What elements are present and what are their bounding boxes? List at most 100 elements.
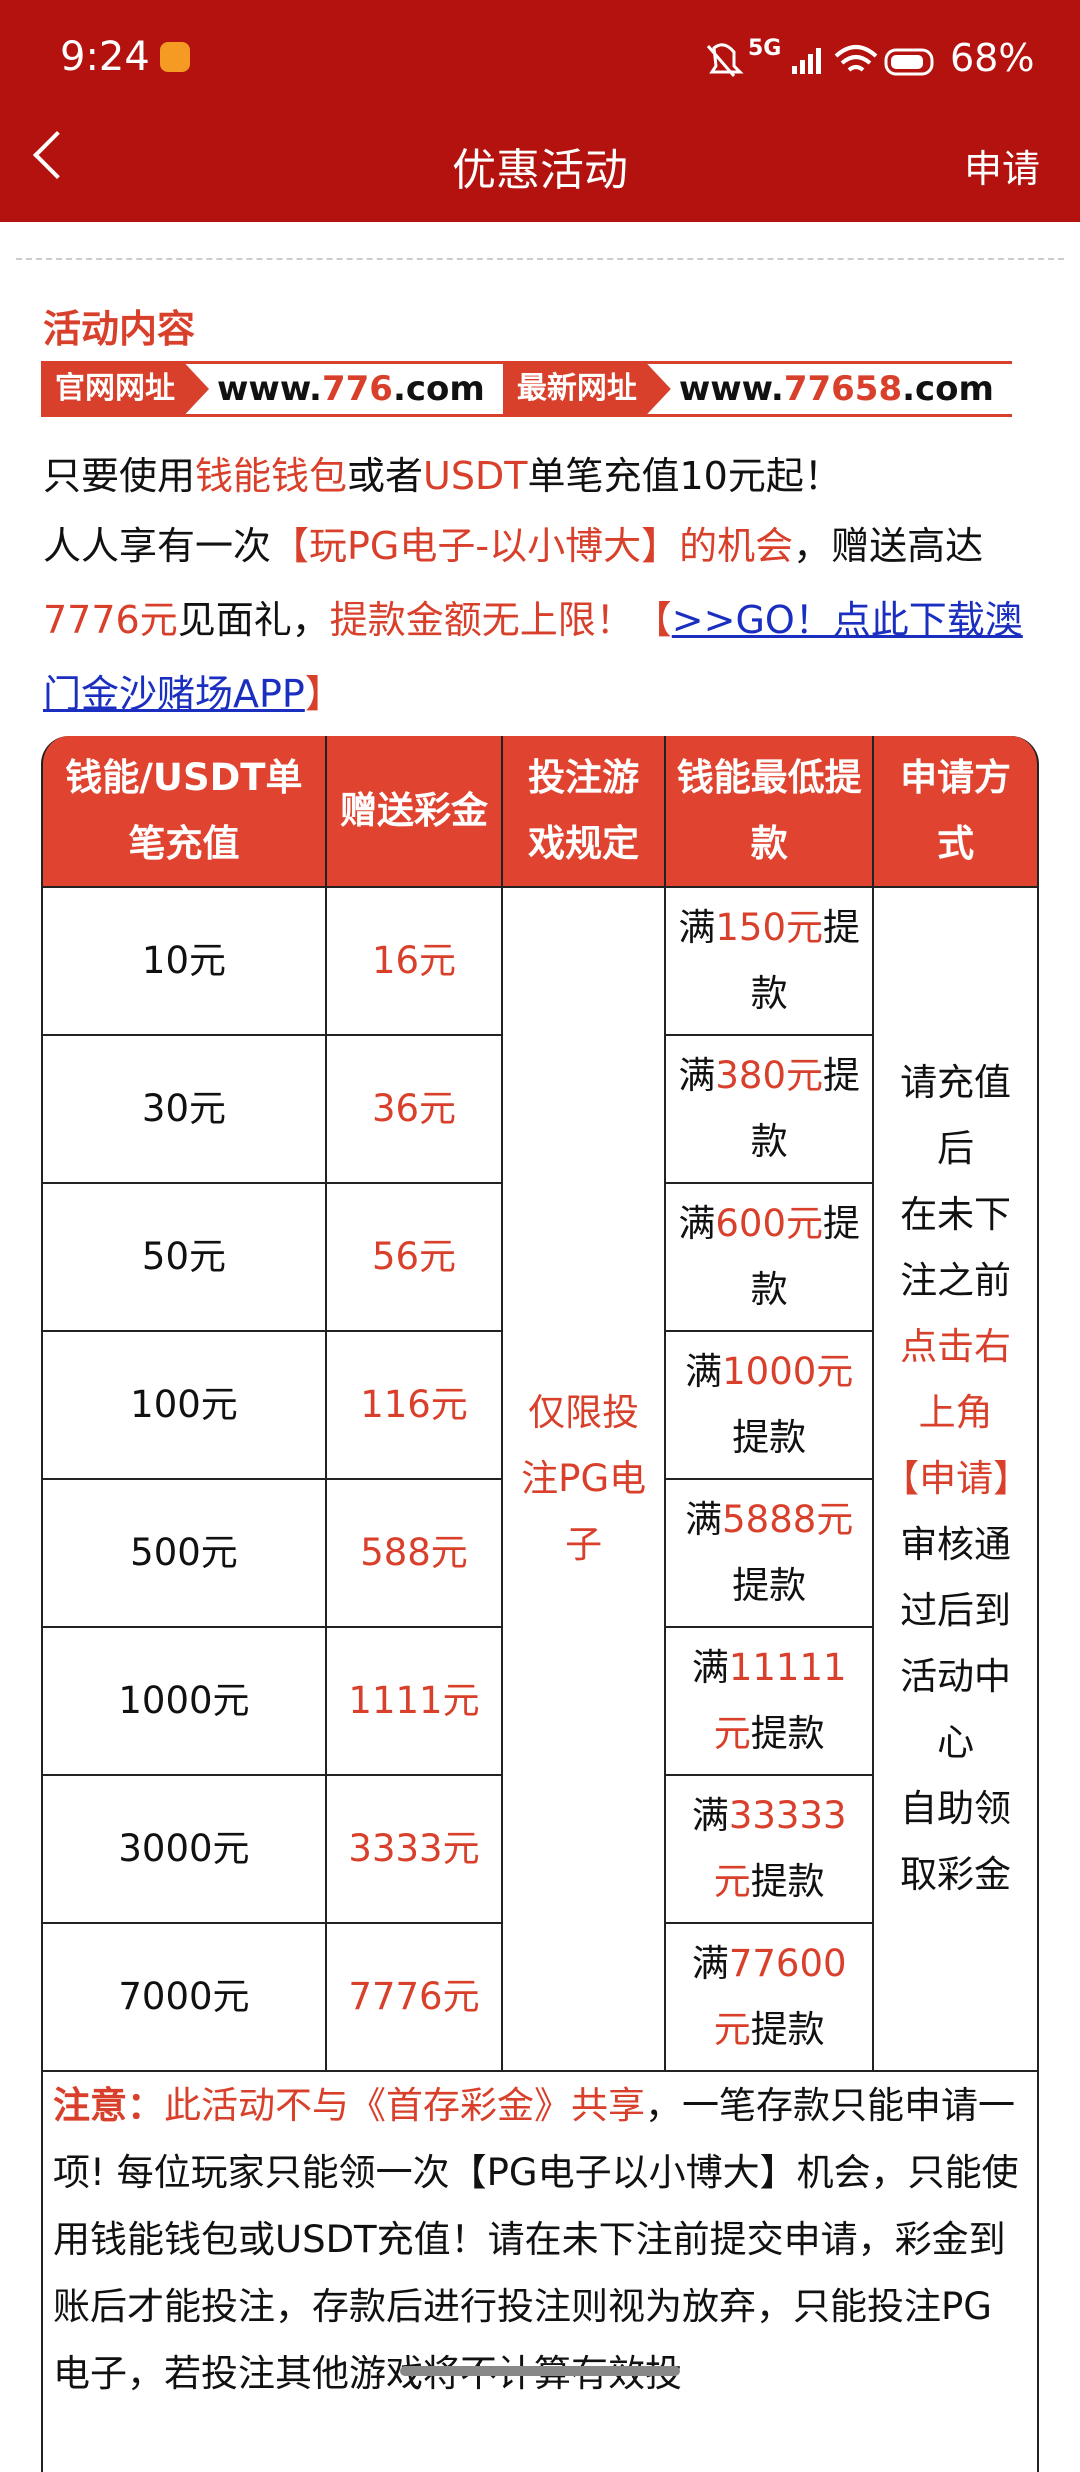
apply-step: 请充值后 xyxy=(900,1061,1012,1170)
status-time: 9:24 xyxy=(60,34,150,80)
apply-step: 在未下注之前 xyxy=(900,1193,1012,1302)
text-segment: 满 xyxy=(691,1646,729,1689)
table-row: 3000元 3333元 满33333元提款 xyxy=(41,1776,1039,1924)
withdrawal-cell: 满380元提款 xyxy=(666,1036,875,1184)
bonus-cell: 7776元 xyxy=(326,1924,504,2072)
text-segment: .com xyxy=(392,369,485,409)
bonus-cell: 56元 xyxy=(326,1184,504,1332)
apply-button[interactable]: 申请 xyxy=(963,147,1040,191)
column-header: 赠送彩金 xyxy=(326,736,504,888)
bonus-cell: 116元 xyxy=(326,1332,504,1480)
bonus-cell: 588元 xyxy=(326,1480,504,1628)
url-banner: 官网网址 www.776.com 最新网址 www.77658.com xyxy=(41,361,1080,417)
deposit-cell: 500元 xyxy=(41,1480,327,1628)
text-segment: 提款 xyxy=(750,1202,860,1311)
text-segment: ，一笔存款只能申请一项! 每位玩家只能领一次【PG电子以小博大】机会，只能使用钱… xyxy=(53,2084,1019,2395)
text-segment: 】 xyxy=(304,672,343,716)
apply-step: 自助领取彩金 xyxy=(900,1787,1012,1896)
text-segment: 注意： xyxy=(53,2084,164,2127)
column-header: 投注游戏规定 xyxy=(503,736,667,888)
text-segment: 【 xyxy=(633,598,672,642)
text-segment: 提款 xyxy=(750,906,860,1015)
text-segment: 只要使用 xyxy=(43,454,196,498)
banner-label: 最新网址 xyxy=(502,364,671,414)
paragraph: 人人享有一次【玩PG电子-以小博大】的机会，赠送高达 7776元见面礼，提款金额无… xyxy=(43,509,1043,731)
bonus-cell: 3333元 xyxy=(326,1776,504,1924)
withdrawal-cell: 满1000元提款 xyxy=(666,1332,875,1480)
game-rule-cell: 仅限投注PG电子 xyxy=(503,888,667,2072)
text-segment: www. xyxy=(217,369,322,409)
text-segment: 单笔充值10元起！ xyxy=(527,454,842,498)
banner-label: 官网网址 xyxy=(41,364,209,414)
banner-item: 最新网址 www.77658.com xyxy=(502,361,1012,417)
withdrawal-cell: 满150元提款 xyxy=(666,888,875,1036)
text-segment: 77658 xyxy=(783,369,903,409)
home-indicator xyxy=(400,2366,680,2376)
text-segment: 满 xyxy=(691,1942,729,1985)
notes: 注意：此活动不与《首存彩金》共享，一笔存款只能申请一项! 每位玩家只能领一次【P… xyxy=(41,2072,1039,2472)
table-row: 30元 36元 满380元提款 xyxy=(41,1036,1039,1184)
text-segment: 提款 xyxy=(750,1054,860,1163)
table-row: 500元 588元 满5888元提款 xyxy=(41,1480,1039,1628)
apply-step: 审核通过后到活动中心 xyxy=(900,1523,1012,1764)
status-icons xyxy=(706,43,934,77)
banner-url: www.776.com xyxy=(209,364,503,414)
text-segment: 提款 xyxy=(750,1712,825,1755)
battery-level: 68% xyxy=(950,36,1035,80)
page-title: 优惠活动 xyxy=(452,145,628,196)
paragraph: 只要使用钱能钱包或者USDT单笔充值10元起！ xyxy=(43,439,1043,513)
text-segment: 提款 xyxy=(750,2008,825,2051)
withdrawal-cell: 满33333元提款 xyxy=(666,1776,875,1924)
apply-method-cell: 请充值后 在未下注之前 点击右上角【申请】 审核通过后到活动中心 自助领取彩金 xyxy=(874,888,1039,2072)
text-segment: 满 xyxy=(691,1794,729,1837)
bonus-cell: 1111元 xyxy=(326,1628,504,1776)
notification-icon xyxy=(160,42,190,72)
bonus-cell: 16元 xyxy=(326,888,504,1036)
text-segment: 提款金额无上限！ xyxy=(329,598,634,642)
text-segment: 见面礼， xyxy=(177,598,330,642)
withdrawal-cell: 满77600元提款 xyxy=(666,1924,875,2072)
column-header: 申请方式 xyxy=(874,736,1039,888)
text-segment: 7776元 xyxy=(43,598,178,642)
text-segment: 150元 xyxy=(715,906,823,949)
withdrawal-cell: 满11111元提款 xyxy=(666,1628,875,1776)
table-row: 100元 116元 满1000元提款 xyxy=(41,1332,1039,1480)
text-segment: 77600元 xyxy=(713,1942,847,2051)
deposit-cell: 3000元 xyxy=(41,1776,327,1924)
app-header: 9:24 5G 68% 优惠活动 申请 xyxy=(0,0,1080,222)
text-segment: 满 xyxy=(685,1498,723,1541)
text-segment: 1000元 xyxy=(722,1350,854,1393)
deposit-cell: 1000元 xyxy=(41,1628,327,1776)
withdrawal-cell: 满5888元提款 xyxy=(666,1480,875,1628)
table-row: 1000元 1111元 满11111元提款 xyxy=(41,1628,1039,1776)
text-segment: 33333元 xyxy=(713,1794,847,1903)
text-segment: 380元 xyxy=(715,1054,823,1097)
deposit-cell: 50元 xyxy=(41,1184,327,1332)
column-header: 钱能/USDT单笔充值 xyxy=(41,736,327,888)
text-segment: 【玩PG电子-以小博大】的机会 xyxy=(271,524,794,568)
network-type: 5G xyxy=(748,36,782,61)
section-title: 活动内容 xyxy=(43,307,196,351)
table-row: 50元 56元 满600元提款 xyxy=(41,1184,1039,1332)
deposit-cell: 10元 xyxy=(41,888,327,1036)
table-row: 7000元 7776元 满77600元提款 xyxy=(41,1924,1039,2072)
text-segment: 钱能钱包 xyxy=(195,454,348,498)
text-segment: 或者 xyxy=(347,454,424,498)
text-segment: 满 xyxy=(678,906,716,949)
text-segment: 776 xyxy=(321,369,393,409)
text-segment: USDT xyxy=(423,454,528,498)
divider xyxy=(16,258,1064,260)
text-segment: 此活动不与《首存彩金》共享 xyxy=(164,2084,645,2127)
deposit-cell: 100元 xyxy=(41,1332,327,1480)
banner-item: 官网网址 www.776.com xyxy=(41,361,503,417)
download-link[interactable]: >>GO！点此下载澳门金沙赌场APP xyxy=(43,598,1023,716)
bonus-cell: 36元 xyxy=(326,1036,504,1184)
header-row: 钱能/USDT单笔充值 赠送彩金 投注游戏规定 钱能最低提款 申请方式 xyxy=(41,736,1039,888)
text-segment: 11111元 xyxy=(713,1646,847,1755)
text-segment: 满 xyxy=(685,1350,723,1393)
deposit-cell: 7000元 xyxy=(41,1924,327,2072)
text-segment: .com xyxy=(902,369,994,409)
withdrawal-cell: 满600元提款 xyxy=(666,1184,875,1332)
bonus-table: 钱能/USDT单笔充值 赠送彩金 投注游戏规定 钱能最低提款 申请方式 10元 16元 仅限投… xyxy=(41,736,1039,2072)
